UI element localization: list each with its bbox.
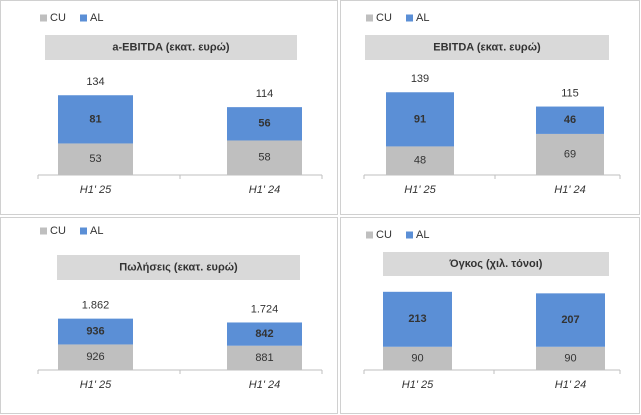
bar-segment xyxy=(58,143,133,175)
bar-segment xyxy=(386,92,454,147)
data-label: 881 xyxy=(255,352,273,364)
bar-segment xyxy=(227,107,302,141)
total-label: 114 xyxy=(256,88,274,100)
panel-border xyxy=(340,0,640,215)
legend-label: CU xyxy=(376,12,392,24)
data-label: 48 xyxy=(414,155,426,167)
data-label: 90 xyxy=(411,352,423,364)
title-box xyxy=(365,35,609,60)
x-tick-label: H1' 24 xyxy=(249,379,280,391)
data-label: 90 xyxy=(564,352,576,364)
total-label: 1.724 xyxy=(251,303,279,315)
legend-label: AL xyxy=(416,229,429,241)
legend-swatch xyxy=(40,14,47,22)
legend-swatch xyxy=(406,231,413,239)
title-box xyxy=(45,35,297,60)
legend-label: CU xyxy=(376,229,392,241)
data-label: 69 xyxy=(564,148,576,160)
x-tick-label: H1' 25 xyxy=(80,379,112,391)
bar-segment xyxy=(536,133,604,175)
chart-title: EBITDA (εκατ. ευρώ) xyxy=(433,41,541,53)
title-box xyxy=(57,255,300,280)
bar-segment xyxy=(536,346,605,370)
data-label: 842 xyxy=(255,328,273,340)
bar-segment xyxy=(227,322,302,346)
legend-label: CU xyxy=(50,12,66,24)
x-tick-label: H1' 25 xyxy=(402,379,434,391)
title-box xyxy=(383,252,609,276)
legend-swatch xyxy=(406,14,413,22)
panel-border xyxy=(340,217,640,414)
legend-label: AL xyxy=(90,12,103,24)
x-tick-label: H1' 24 xyxy=(554,184,585,196)
data-label: 53 xyxy=(89,153,101,165)
bar-segment xyxy=(386,146,454,175)
total-label: 115 xyxy=(561,87,579,99)
total-label: 1.862 xyxy=(82,300,110,312)
bar-segment xyxy=(227,345,302,370)
x-tick-label: H1' 25 xyxy=(404,184,436,196)
total-label: 139 xyxy=(411,73,429,85)
legend-label: AL xyxy=(416,12,429,24)
bar-segment xyxy=(383,346,452,370)
panel-border xyxy=(0,0,338,215)
bar-segment xyxy=(383,291,452,347)
bar-segment xyxy=(227,140,302,175)
data-label: 936 xyxy=(86,325,104,337)
panel-border xyxy=(0,217,338,414)
chart-title: Όγκος (χιλ. τόνοι) xyxy=(449,258,543,270)
data-label: 46 xyxy=(564,114,576,126)
bar-segment xyxy=(536,293,605,347)
bar-segment xyxy=(58,318,133,345)
legend-label: CU xyxy=(50,225,66,237)
data-label: 91 xyxy=(414,113,426,125)
x-tick-label: H1' 24 xyxy=(555,379,586,391)
data-label: 81 xyxy=(89,113,101,125)
data-label: 58 xyxy=(258,152,270,164)
x-tick-label: H1' 24 xyxy=(249,184,280,196)
legend-swatch xyxy=(80,14,87,22)
legend-swatch xyxy=(366,231,373,239)
legend-swatch xyxy=(366,14,373,22)
bar-segment xyxy=(58,344,133,370)
legend-label: AL xyxy=(90,225,103,237)
bar-segment xyxy=(58,95,133,144)
data-label: 926 xyxy=(86,351,104,363)
legend-swatch xyxy=(40,227,47,235)
data-label: 207 xyxy=(561,314,579,326)
x-tick-label: H1' 25 xyxy=(80,184,112,196)
chart-title: Πωλήσεις (εκατ. ευρώ) xyxy=(119,261,238,273)
legend-swatch xyxy=(80,227,87,235)
chart-title: a-EBITDA (εκατ. ευρώ) xyxy=(112,41,230,53)
data-label: 56 xyxy=(258,118,270,130)
data-label: 213 xyxy=(408,313,426,325)
total-label: 134 xyxy=(86,76,104,88)
bar-segment xyxy=(536,106,604,134)
